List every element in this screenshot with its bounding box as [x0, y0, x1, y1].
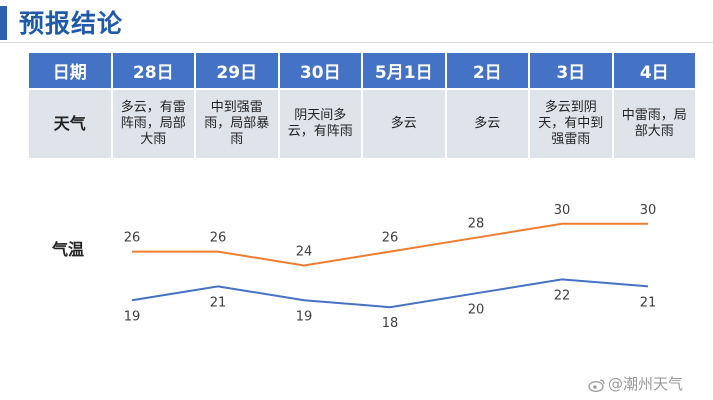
- low-temp-label: 21: [640, 295, 657, 310]
- low-temp-label: 22: [554, 288, 571, 303]
- weather-text: 多云: [474, 116, 501, 131]
- weather-row-header: 天气: [27, 88, 113, 160]
- low-temp-label: 21: [210, 295, 227, 310]
- weather-text: 阴天间多云，有阵雨: [287, 108, 353, 139]
- date-row: 日期 28日 29日 30日 5月1日 2日 3日 4日: [27, 51, 697, 90]
- weather-cell: 多云: [444, 88, 530, 160]
- date-cell: 5月1日: [361, 51, 447, 90]
- weather-text: 多云，有雷阵雨，局部大雨: [120, 100, 186, 147]
- date-cell: 29日: [194, 51, 280, 90]
- weibo-icon: [588, 378, 608, 396]
- watermark-text: @潮州天气: [608, 375, 684, 393]
- high-temp-label: 26: [382, 231, 399, 246]
- weather-text: 中到强雷雨，局部暴雨: [204, 100, 270, 147]
- weather-cell: 阴天间多云，有阵雨: [277, 88, 363, 160]
- high-temp-label: 24: [296, 245, 313, 260]
- weather-cell: 中到强雷雨，局部暴雨: [194, 88, 280, 160]
- temperature-label: 气温: [52, 240, 85, 259]
- low-temp-label: 19: [296, 309, 313, 324]
- date-row-header: 日期: [27, 51, 113, 90]
- low-temp-label: 18: [382, 316, 399, 331]
- high-temp-label: 30: [640, 203, 657, 218]
- high-temp-label: 26: [124, 231, 141, 246]
- low-temp-label: 20: [468, 302, 485, 317]
- high-temp-line: [132, 222, 648, 267]
- high-temp-label: 30: [554, 203, 571, 218]
- high-temp-label: 28: [468, 217, 485, 232]
- weather-text: 中雷雨，局部大雨: [621, 108, 687, 139]
- date-cell: 3日: [528, 51, 614, 90]
- weather-row: 天气 多云，有雷阵雨，局部大雨 中到强雷雨，局部暴雨 阴天间多云，有阵雨 多云 …: [27, 88, 697, 160]
- date-cell: 2日: [444, 51, 530, 90]
- title-divider: [0, 42, 713, 43]
- weather-cell: 多云，有雷阵雨，局部大雨: [110, 88, 196, 160]
- low-temp-label: 19: [124, 309, 141, 324]
- watermark: @潮州天气: [588, 373, 683, 396]
- date-cell: 28日: [110, 51, 196, 90]
- weather-text: 多云: [390, 116, 417, 131]
- low-temp-line: [131, 278, 649, 309]
- weather-cell: 多云到阴天，有中到强雷雨: [528, 88, 614, 160]
- date-cell: 30日: [277, 51, 363, 90]
- weather-cell: 中雷雨，局部大雨: [611, 88, 697, 160]
- high-temp-label: 26: [210, 231, 227, 246]
- weather-cell: 多云: [361, 88, 447, 160]
- forecast-table: 日期 28日 29日 30日 5月1日 2日 3日 4日 天气 多云，有雷阵雨，…: [27, 51, 697, 160]
- page-title: 预报结论: [19, 9, 124, 38]
- weather-text: 多云到阴天，有中到强雷雨: [538, 100, 604, 147]
- date-cell: 4日: [611, 51, 697, 90]
- title-accent-bar: [0, 6, 7, 40]
